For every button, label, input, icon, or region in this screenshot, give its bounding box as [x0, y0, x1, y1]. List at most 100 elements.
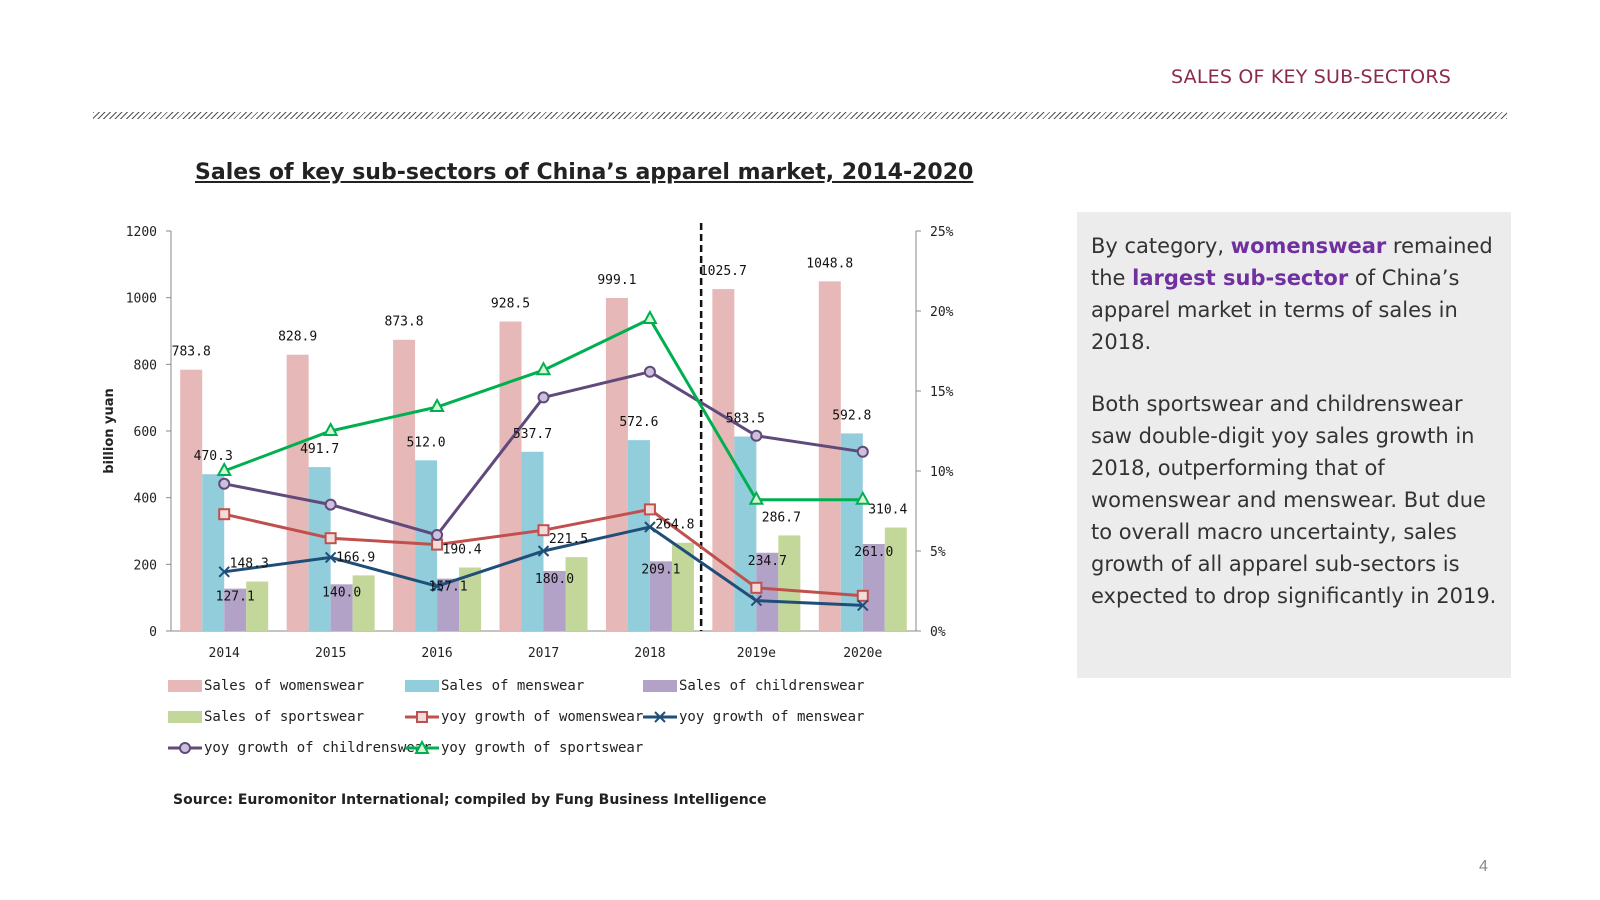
marker-yoy-childrenswear — [431, 529, 444, 541]
legend-yoy-menswear: yoy growth of menswear — [643, 708, 864, 726]
marker-yoy-sportswear — [642, 309, 658, 324]
data-label: 261.0 — [854, 545, 893, 560]
bar-sales-of-sportswear — [459, 567, 482, 631]
marker-yoy-childrenswear — [537, 391, 550, 404]
bar-sales-of-sportswear — [246, 581, 269, 631]
legend-swatch-sportswear — [168, 711, 202, 723]
text: By category, — [1091, 234, 1231, 258]
marker-yoy-menswear — [644, 521, 656, 533]
legend-line-yoy-sportswear — [405, 739, 439, 754]
legend-label: Sales of womenswear — [204, 678, 365, 694]
bar-sales-of-sportswear — [352, 575, 375, 631]
bar-sales-of-menswear — [840, 433, 863, 631]
data-label: 209.1 — [641, 562, 680, 577]
data-label: 148.3 — [230, 557, 269, 572]
marker-yoy-sportswear — [429, 397, 445, 412]
marker-yoy-womenswear — [643, 503, 656, 516]
legend-label: yoy growth of childrenswear — [204, 740, 432, 756]
legend-sportswear: Sales of sportswear — [168, 708, 364, 726]
bar-sales-of-womenswear — [286, 354, 309, 631]
marker-yoy-menswear — [324, 551, 337, 564]
legend-yoy-childrenswear: yoy growth of childrenswear — [168, 739, 432, 757]
data-label: 310.4 — [868, 503, 907, 518]
data-label: 592.8 — [832, 408, 871, 423]
highlight-womenswear: womenswear — [1230, 234, 1387, 258]
marker-yoy-sportswear — [535, 361, 552, 376]
data-label: 873.8 — [385, 315, 424, 330]
marker-yoy-womenswear — [537, 524, 550, 537]
bar-sales-of-childrenswear — [437, 578, 460, 631]
legend-swatch-childrenswear — [643, 680, 677, 692]
legend-label: Sales of sportswear — [204, 709, 365, 725]
marker-yoy-menswear — [431, 580, 443, 592]
bar-sales-of-womenswear — [818, 281, 841, 631]
bar-sales-of-womenswear — [180, 369, 203, 631]
data-label: 190.4 — [443, 543, 482, 558]
legend-label: yoy growth of womenswear — [441, 709, 644, 725]
highlight-largest-sub-sector: largest sub-sector — [1132, 266, 1349, 290]
bar-sales-of-childrenswear — [756, 552, 779, 631]
data-label: 1048.8 — [806, 256, 853, 271]
bar-sales-of-womenswear — [393, 339, 416, 631]
bar-sales-of-womenswear — [712, 289, 735, 631]
marker-yoy-sportswear — [322, 421, 339, 436]
page-number: 4 — [1479, 858, 1488, 875]
data-label: 572.6 — [619, 415, 658, 430]
text: remained the — [1091, 234, 1493, 290]
legend-line-yoy-womenswear — [405, 711, 439, 723]
bar-sales-of-childrenswear — [224, 588, 247, 631]
marker-yoy-menswear — [537, 545, 550, 557]
legend-yoy-womenswear: yoy growth of womenswear — [405, 708, 643, 726]
bar-sales-of-menswear — [521, 451, 544, 631]
data-label: 583.5 — [726, 412, 765, 427]
marker-yoy-womenswear — [218, 508, 231, 521]
bar-sales-of-childrenswear — [330, 584, 353, 631]
bar-sales-of-womenswear — [499, 321, 522, 631]
text: of China’s apparel market in terms of sa… — [1091, 266, 1460, 354]
bar-sales-of-sportswear — [565, 557, 588, 631]
data-label: 166.9 — [336, 550, 375, 565]
marker-yoy-menswear — [857, 599, 869, 612]
bar-sales-of-menswear — [308, 467, 331, 631]
marker-yoy-womenswear — [431, 538, 444, 551]
y2-tick-label: 25% — [930, 225, 954, 240]
bar-sales-of-menswear — [415, 460, 438, 631]
data-label: 999.1 — [597, 273, 636, 288]
bar-sales-of-sportswear — [884, 527, 907, 631]
marker-yoy-menswear — [750, 594, 763, 607]
marker-yoy-sportswear — [216, 461, 232, 476]
legend-label: yoy growth of menswear — [679, 709, 865, 725]
legend-childrenswear: Sales of childrenswear — [643, 677, 864, 695]
y2-tick-label: 0% — [930, 625, 946, 640]
legend-menswear: Sales of menswear — [405, 677, 584, 695]
legend-line-yoy-menswear — [643, 711, 677, 723]
data-label: 157.1 — [429, 580, 468, 595]
y-tick-label: 1000 — [126, 292, 157, 307]
y-tick-label: 1200 — [126, 225, 157, 240]
x-tick-label: 2015 — [315, 646, 346, 661]
bar-sales-of-childrenswear — [649, 561, 672, 631]
y-tick-label: 800 — [134, 358, 157, 373]
commentary-box: By category, womenswear remained the lar… — [1077, 212, 1511, 678]
legend-label: yoy growth of sportswear — [441, 740, 644, 756]
data-label: 828.9 — [278, 330, 317, 345]
bar-sales-of-childrenswear — [543, 571, 566, 631]
x-tick-label: 2020e — [843, 646, 882, 661]
marker-yoy-childrenswear — [218, 477, 231, 490]
y2-tick-label: 15% — [930, 385, 954, 400]
data-label: 512.0 — [407, 435, 446, 450]
data-label: 470.3 — [194, 449, 233, 464]
marker-yoy-childrenswear — [643, 365, 656, 378]
data-label: 783.8 — [172, 345, 211, 360]
bar-sales-of-menswear — [202, 474, 225, 631]
x-tick-label: 2017 — [528, 646, 559, 661]
marker-yoy-womenswear — [856, 589, 869, 602]
legend-womenswear: Sales of womenswear — [168, 677, 364, 695]
y-tick-label: 400 — [134, 492, 157, 507]
y-tick-label: 200 — [134, 558, 157, 573]
y-axis-label: billion yuan — [102, 388, 117, 474]
marker-yoy-womenswear — [750, 581, 763, 594]
data-label: 180.0 — [535, 572, 574, 587]
legend-swatch-womenswear — [168, 680, 202, 692]
bar-sales-of-menswear — [627, 440, 650, 631]
